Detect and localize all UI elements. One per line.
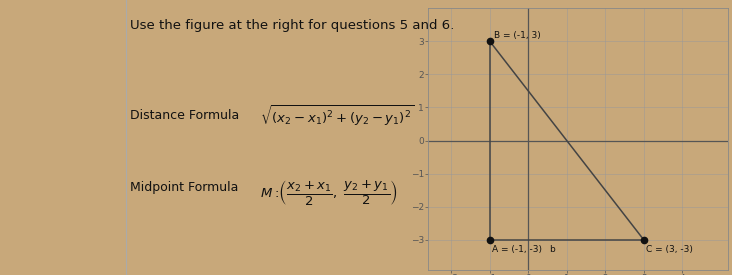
Text: $M:\!\left(\dfrac{x_2+x_1}{2},\ \dfrac{y_2+y_1}{2}\right)$: $M:\!\left(\dfrac{x_2+x_1}{2},\ \dfrac{y… [260, 178, 397, 207]
Text: Distance Formula: Distance Formula [130, 109, 239, 122]
Text: Use the figure at the right for questions 5 and 6.: Use the figure at the right for question… [130, 19, 454, 32]
Text: b: b [550, 245, 555, 254]
Text: B = (-1, 3): B = (-1, 3) [494, 31, 541, 40]
Text: $\sqrt{(x_2-x_1)^2+(y_2-y_1)^2}$: $\sqrt{(x_2-x_1)^2+(y_2-y_1)^2}$ [260, 103, 414, 128]
Text: A = (-1, -3): A = (-1, -3) [492, 245, 542, 254]
Text: C = (3, -3): C = (3, -3) [646, 245, 692, 254]
Text: Midpoint Formula: Midpoint Formula [130, 180, 238, 194]
